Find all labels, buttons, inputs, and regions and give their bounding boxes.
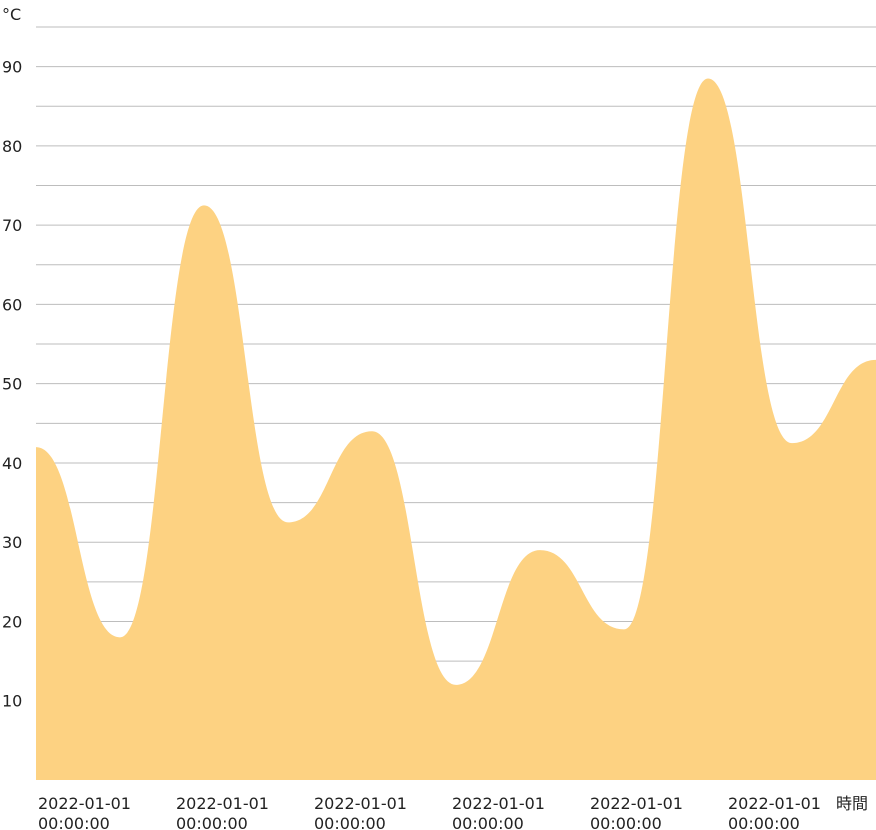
x-tick-label: 2022-01-01 00:00:00 (728, 794, 821, 830)
y-tick-label: 10 (2, 692, 22, 711)
y-tick-label: 90 (2, 58, 22, 77)
x-axis-unit-label: 時間 (836, 794, 868, 813)
area-series (36, 78, 876, 780)
x-tick-label: 2022-01-01 00:00:00 (452, 794, 545, 830)
x-tick-label: 2022-01-01 00:00:00 (590, 794, 683, 830)
x-tick-label: 2022-01-01 00:00:00 (38, 794, 131, 830)
x-tick-label: 2022-01-01 00:00:00 (176, 794, 269, 830)
x-tick-label: 2022-01-01 00:00:00 (314, 794, 407, 830)
y-tick-label: 30 (2, 533, 22, 552)
y-tick-label: 40 (2, 454, 22, 473)
y-tick-label: 80 (2, 137, 22, 156)
y-axis-unit-label: °C (2, 5, 21, 24)
y-tick-label: 20 (2, 612, 22, 631)
y-tick-label: 60 (2, 295, 22, 314)
x-axis-ticks: 2022-01-01 00:00:00 2022-01-01 00:00:00 2022… (38, 794, 821, 830)
y-axis-ticks: 10 20 30 40 50 60 70 80 90 (2, 58, 22, 711)
y-tick-label: 50 (2, 375, 22, 394)
y-tick-label: 70 (2, 216, 22, 235)
